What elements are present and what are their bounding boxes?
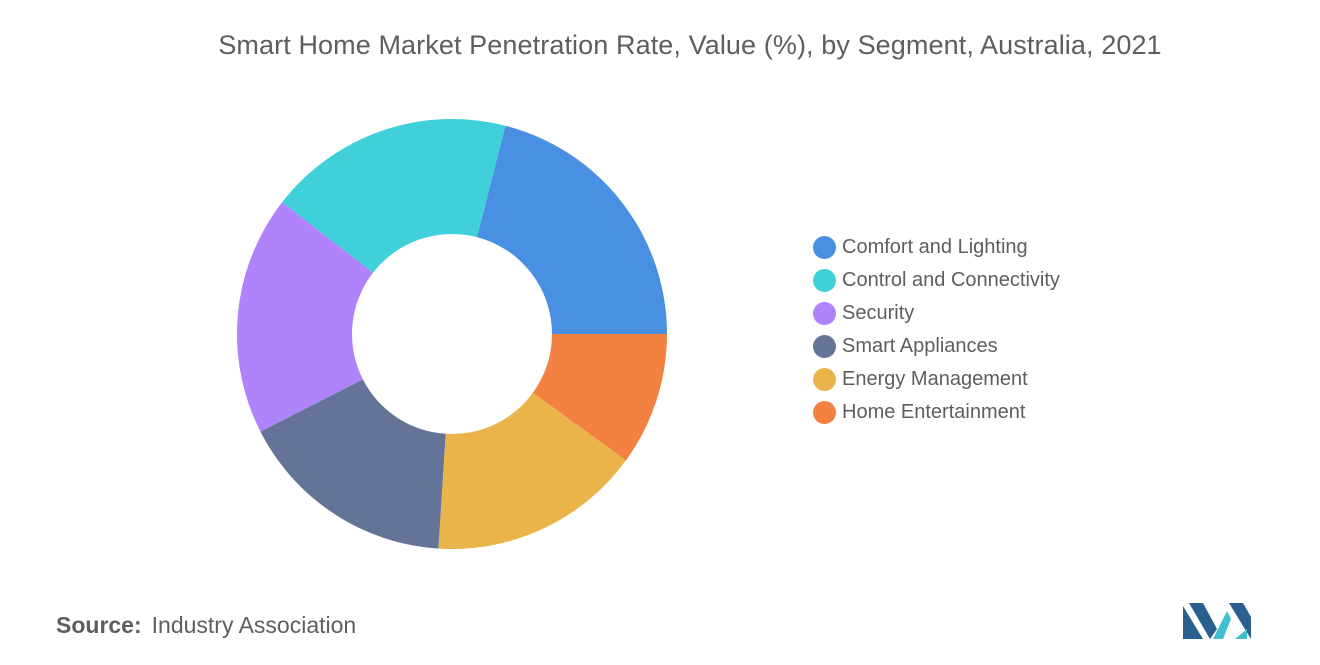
- legend-label-home-entertainment: Home Entertainment: [842, 401, 1026, 423]
- legend-swatch-home-entertainment: [813, 401, 836, 424]
- slice-smart-appliances: [260, 379, 446, 549]
- legend-item-comfort-and-lighting: Comfort and Lighting: [813, 231, 1060, 264]
- slice-security: [236, 202, 373, 432]
- legend-item-smart-appliances: Smart Appliances: [813, 330, 1060, 363]
- slice-comfort-and-lighting: [476, 125, 667, 334]
- legend-item-security: Security: [813, 297, 1060, 330]
- legend-label-security: Security: [842, 302, 915, 324]
- donut-slices: [236, 118, 667, 549]
- legend-swatch-control-and-connectivity: [813, 269, 836, 292]
- source-label: Source:: [56, 612, 142, 638]
- legend-label-energy-management: Energy Management: [842, 368, 1028, 390]
- slice-home-entertainment: [532, 334, 667, 461]
- legend-label-smart-appliances: Smart Appliances: [842, 335, 998, 357]
- slice-energy-management: [438, 392, 626, 549]
- legend-swatch-security: [813, 302, 836, 325]
- legend-item-control-and-connectivity: Control and Connectivity: [813, 264, 1060, 297]
- legend-item-home-entertainment: Home Entertainment: [813, 396, 1060, 429]
- legend-swatch-comfort-and-lighting: [813, 236, 836, 259]
- legend-label-control-and-connectivity: Control and Connectivity: [842, 269, 1060, 291]
- chart-legend: Comfort and Lighting Control and Connecti…: [813, 231, 1060, 429]
- slice-control-and-connectivity: [282, 118, 506, 273]
- source-text: Industry Association: [151, 612, 357, 638]
- chart-title: Smart Home Market Penetration Rate, Valu…: [218, 30, 1162, 60]
- mordor-intelligence-logo-icon: [1183, 603, 1251, 639]
- legend-swatch-smart-appliances: [813, 335, 836, 358]
- source-note: Source: Industry Association: [56, 612, 356, 639]
- legend-swatch-energy-management: [813, 368, 836, 391]
- legend-label-comfort-and-lighting: Comfort and Lighting: [842, 236, 1028, 258]
- legend-item-energy-management: Energy Management: [813, 363, 1060, 396]
